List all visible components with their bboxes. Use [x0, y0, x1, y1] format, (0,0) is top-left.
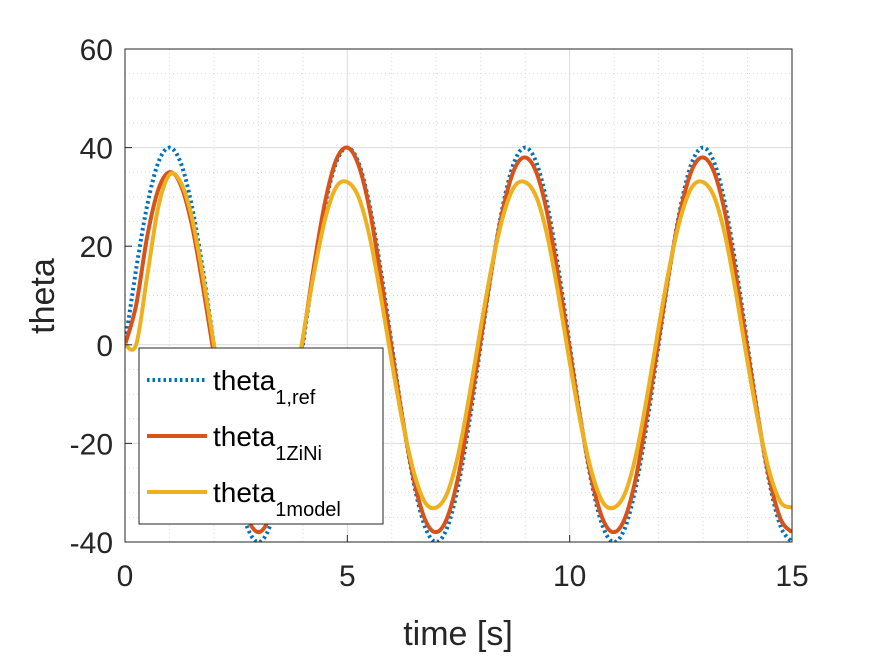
plot-area-frame [124, 48, 793, 543]
y-tick-label: 0 [96, 330, 113, 363]
y-tick-label: 20 [80, 231, 113, 264]
y-tick-label: 60 [80, 34, 113, 67]
legend: theta1,ref theta1ZiNi theta1model [138, 347, 384, 525]
y-axis-ticks: -40 -20 0 20 40 60 [70, 34, 132, 560]
legend-item-theta-1model-label: theta1model [213, 477, 341, 521]
y-tick-label: 40 [80, 133, 113, 166]
y-axis-label: theta [24, 258, 62, 334]
y-tick-label: -20 [70, 428, 113, 461]
x-axis-ticks: 0 5 10 15 [117, 535, 809, 593]
x-tick-label: 5 [339, 560, 356, 593]
x-tick-label: 10 [553, 560, 586, 593]
legend-item-theta-1-ref-label: theta1,ref [213, 365, 316, 409]
x-tick-label: 0 [117, 560, 134, 593]
y-tick-label: -40 [70, 527, 113, 560]
legend-item-theta-1zini-label: theta1ZiNi [213, 421, 322, 465]
x-tick-label: 15 [775, 560, 808, 593]
x-axis-label: time [s] [403, 615, 513, 653]
